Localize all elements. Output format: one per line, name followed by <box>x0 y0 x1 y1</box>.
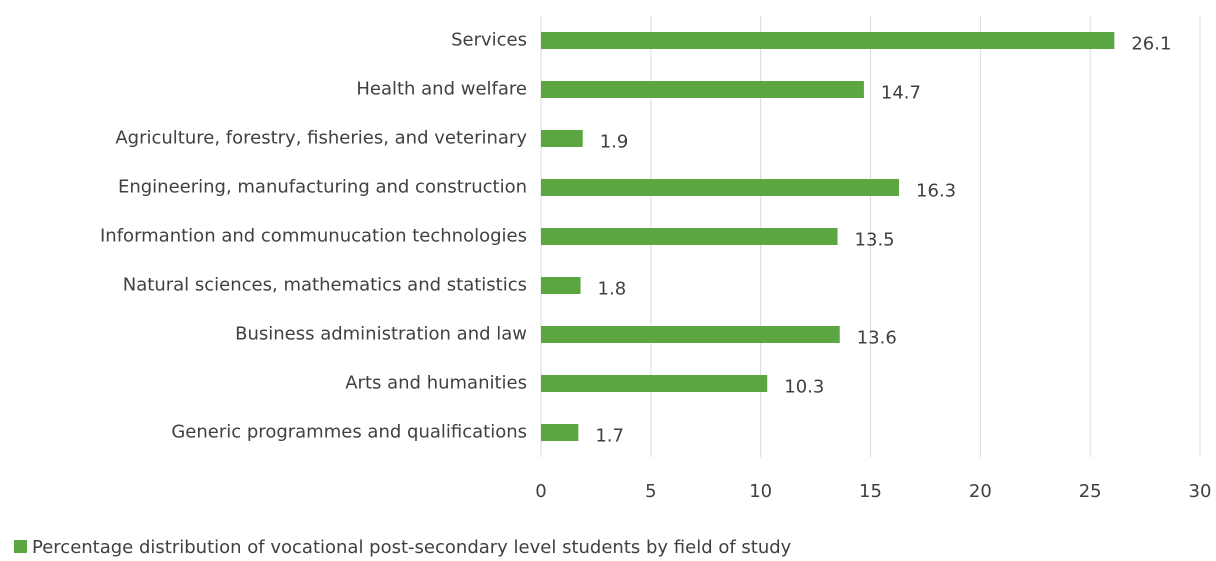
x-tick-label: 25 <box>1079 481 1102 502</box>
bar <box>541 375 768 392</box>
data-label: 1.7 <box>595 426 624 447</box>
x-tick-label: 15 <box>859 481 882 502</box>
data-label: 10.3 <box>784 377 824 398</box>
x-tick-label: 30 <box>1189 481 1212 502</box>
y-tick-label: Arts and humanities <box>345 373 527 394</box>
legend-label: Percentage distribution of vocational po… <box>32 537 792 558</box>
x-tick-label: 20 <box>969 481 992 502</box>
bar <box>541 228 838 245</box>
data-label: 13.5 <box>855 230 895 251</box>
y-tick-label: Business administration and law <box>235 324 527 345</box>
bar <box>541 326 840 343</box>
bar <box>541 81 864 98</box>
bar <box>541 424 579 441</box>
y-tick-label: Generic programmes and qualifications <box>171 422 527 443</box>
data-label: 1.9 <box>600 132 629 153</box>
x-tick-label: 10 <box>749 481 772 502</box>
data-label: 26.1 <box>1131 34 1171 55</box>
data-label: 1.8 <box>598 279 627 300</box>
bar <box>541 277 581 294</box>
data-label: 13.6 <box>857 328 897 349</box>
x-tick-label: 5 <box>645 481 656 502</box>
bar <box>541 130 583 147</box>
bar <box>541 32 1115 49</box>
y-tick-label: Agriculture, forestry, fisheries, and ve… <box>115 128 527 149</box>
legend-swatch <box>14 540 27 553</box>
bar <box>541 179 900 196</box>
y-tick-label: Natural sciences, mathematics and statis… <box>123 275 527 296</box>
data-label: 14.7 <box>881 83 921 104</box>
x-tick-label: 0 <box>535 481 546 502</box>
y-tick-label: Health and welfare <box>356 79 527 100</box>
y-tick-label: Engineering, manufacturing and construct… <box>118 177 527 198</box>
data-label: 16.3 <box>916 181 956 202</box>
y-tick-label: Informantion and communucation technolog… <box>100 226 527 247</box>
y-tick-label: Services <box>451 30 527 51</box>
